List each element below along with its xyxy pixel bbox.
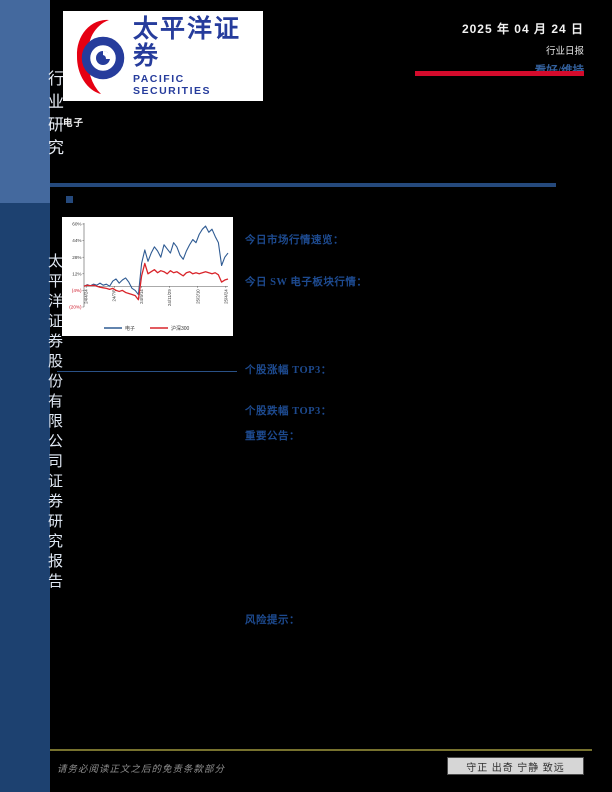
pacific-securities-logo-icon — [76, 19, 125, 95]
sidebar-top: 行业研究 — [0, 0, 62, 203]
x-tick-label: 24/11/29 — [167, 289, 172, 306]
report-type: 行业日报 — [545, 46, 584, 57]
industry-label: 电子 — [63, 118, 85, 129]
heading-sector-today: 今日 SW 电子板块行情： — [245, 277, 368, 288]
logo-english-name: PACIFIC SECURITIES — [133, 72, 212, 97]
sidebar-bottom: 太平洋证券股份有限公司证券研究报告 — [0, 203, 62, 792]
performance-chart: 60% 44% 28% 12% (4%) (20%) 24/4/24 24/7/6 24/9/1… — [62, 217, 233, 336]
series-line-电子 — [83, 225, 229, 296]
footer-motto-text: 守正 出奇 宁静 致远 — [466, 762, 565, 774]
sidebar-category-label: 行业研究 — [45, 70, 62, 162]
logo-chinese-name: 太平洋证券 — [133, 15, 242, 71]
sidebar-company-label: 太平洋证券股份有限公司证券研究报告 — [46, 253, 62, 593]
chart-svg: 60% 44% 28% 12% (4%) (20%)24/4/24 24/7/6 24/9/1… — [69, 222, 229, 332]
heading-market-overview: 今日市场行情速览： — [245, 235, 344, 246]
x-tick-label: 25/2/10 — [195, 289, 200, 304]
footer-divider-rule — [50, 749, 592, 751]
footer-motto-box: 守正 出奇 宁静 致远 — [447, 757, 584, 775]
heading-risk-warning: 风险提示： — [245, 615, 300, 626]
x-tick-label: 24/7/6 — [112, 289, 117, 302]
heading-announcements: 重要公告： — [245, 431, 300, 442]
header-meta: 2025 年 04 月 24 日 行业日报 看好/维持 — [324, 20, 584, 78]
series-line-沪深300 — [83, 262, 229, 301]
footer-disclaimer: 请务必阅读正文之后的免责条款部分 — [57, 765, 226, 775]
x-tick-label: 24/9/14 — [139, 289, 144, 304]
section-bullet-icon — [66, 196, 73, 203]
legend-label-1: 电子 — [125, 325, 135, 332]
report-date: 2025 年 04 月 24 日 — [461, 22, 584, 36]
rating-underline-bar — [415, 71, 584, 76]
y-tick-label: (20%) — [69, 305, 82, 310]
left-column-divider — [57, 371, 237, 372]
y-tick-label: (4%) — [72, 288, 82, 293]
company-logo: 太平洋证券 PACIFIC SECURITIES — [63, 11, 263, 101]
y-tick-label: 60% — [72, 222, 81, 227]
top-divider-rule — [50, 183, 556, 187]
heading-top-gainers: 个股涨幅 TOP3： — [245, 365, 332, 376]
x-tick-label: 25/4/24 — [223, 289, 228, 304]
legend-label-2: 沪深300 — [171, 325, 190, 332]
logo-text: 太平洋证券 PACIFIC SECURITIES — [133, 16, 263, 97]
x-tick-label: 24/4/24 — [84, 289, 89, 304]
y-tick-label: 12% — [72, 271, 81, 276]
y-tick-label: 28% — [72, 255, 81, 260]
heading-top-losers: 个股跌幅 TOP3： — [245, 406, 332, 417]
y-tick-label: 44% — [72, 238, 81, 243]
